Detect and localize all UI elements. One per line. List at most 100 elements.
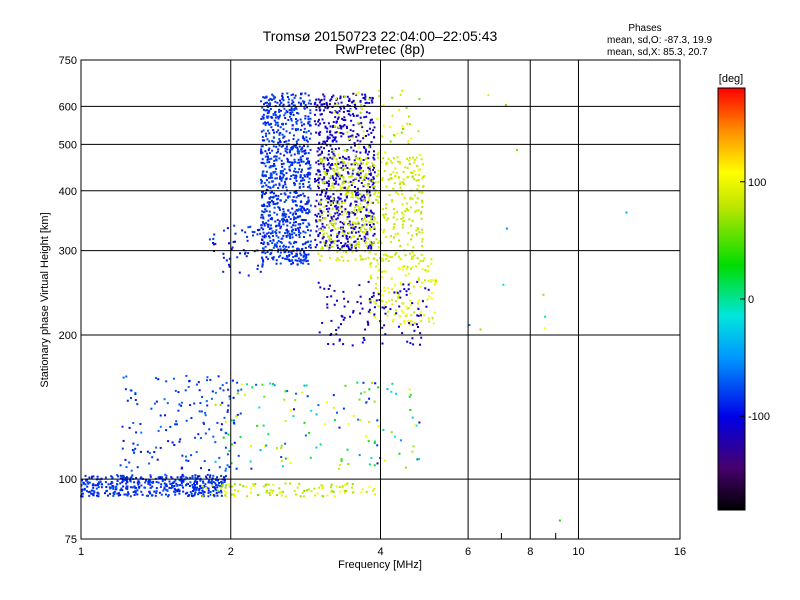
data-point [348,220,351,223]
data-point [314,246,317,249]
data-point [268,181,271,184]
data-point [323,232,326,235]
data-point [407,306,410,309]
data-point [266,201,269,204]
data-point [411,172,414,174]
data-point [196,476,199,479]
data-point [163,486,166,489]
data-point [369,218,372,221]
data-point [284,150,287,153]
data-point [278,220,281,223]
data-point [314,178,316,180]
data-point [280,447,283,449]
data-point [109,482,112,485]
data-point [199,402,202,404]
data-point [357,241,360,244]
data-point [266,205,269,208]
data-point [110,475,113,478]
data-point [363,116,366,119]
data-point [144,481,147,484]
data-point [278,207,281,209]
data-point [267,115,270,118]
data-point [325,205,328,207]
data-point [137,480,140,483]
data-point [279,227,282,230]
data-point [373,150,375,153]
data-point [314,113,316,116]
data-point [348,236,351,239]
data-point [416,234,418,237]
data-point [195,488,198,491]
data-point [374,189,377,191]
data-point [272,483,275,486]
data-point [370,141,373,143]
data-point [130,469,133,472]
data-point [301,247,304,250]
data-point [92,486,95,489]
data-point [264,165,267,168]
data-point [347,422,350,425]
data-point [227,404,230,407]
data-point [221,384,224,387]
data-point [288,232,291,235]
data-point [220,491,223,494]
data-point [370,118,373,121]
data-point [346,244,349,247]
data-point [295,196,298,199]
data-point [385,253,388,256]
data-point [247,252,250,255]
data-point [403,249,406,252]
data-point [262,247,265,250]
data-point [340,167,343,169]
data-point [373,440,376,443]
data-point [260,226,263,229]
data-point [376,444,379,447]
data-point [369,209,372,212]
data-point [279,175,282,178]
data-point [196,482,199,485]
data-point [392,157,395,160]
data-point [347,223,350,226]
data-point [281,144,284,147]
data-point [178,479,181,482]
data-point [109,487,112,490]
data-point [331,126,334,128]
data-point [267,201,270,204]
data-point [119,482,122,485]
data-point [304,231,307,234]
data-point [355,194,357,197]
data-point [298,185,301,188]
data-point [386,388,389,390]
data-point [96,475,99,478]
data-point [307,160,309,163]
data-point [419,312,422,315]
data-point [317,184,320,187]
data-point [334,148,337,151]
data-point [358,166,361,169]
data-point [282,220,284,223]
data-point [297,227,299,230]
data-point [284,390,287,393]
data-point [261,221,264,224]
data-point [216,486,219,489]
data-point [295,234,298,237]
x-tick-label: 1 [78,546,84,558]
data-point [136,466,139,469]
data-point [326,494,329,497]
data-point [321,160,324,163]
data-point [343,116,346,119]
data-point [306,140,309,143]
data-point [335,140,338,143]
data-point [323,140,326,143]
data-point [233,483,236,486]
data-point [277,124,280,127]
data-point [325,208,328,211]
data-point [356,243,359,246]
data-point [287,119,290,121]
data-point [430,280,433,283]
data-point [324,244,327,247]
data-point [320,98,323,101]
data-point [359,230,362,232]
data-point [141,493,144,496]
